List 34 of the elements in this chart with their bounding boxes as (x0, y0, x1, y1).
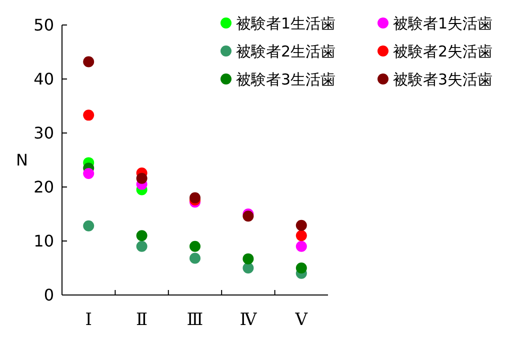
point (296, 220, 307, 231)
point (136, 240, 148, 252)
y-axis-title: N (16, 150, 28, 170)
legend-label: 被験者1失活歯 (393, 14, 493, 32)
point (242, 210, 254, 222)
x-tick-label: Ⅰ (85, 310, 92, 330)
legend-label: 被験者1生活歯 (236, 14, 336, 32)
point (83, 220, 94, 232)
point (296, 240, 307, 252)
y-tick-label: 20 (34, 178, 54, 197)
point (190, 240, 200, 252)
y-tick-label: 10 (34, 232, 54, 251)
point (136, 172, 148, 184)
y-tick-label: 50 (34, 16, 54, 35)
point (296, 262, 307, 274)
point (296, 230, 307, 242)
point (83, 110, 94, 121)
x-tick-label: Ⅲ (186, 310, 204, 330)
point (136, 230, 148, 242)
point (83, 168, 94, 179)
point (83, 56, 94, 68)
x-tick-label: Ⅳ (240, 310, 258, 330)
point (242, 262, 254, 274)
y-tick-label: 40 (34, 70, 54, 89)
point (242, 253, 254, 264)
y-tick-label: 0 (44, 286, 54, 305)
legend-label: 被験者3失活歯 (393, 70, 493, 88)
x-tick-label: Ⅴ (294, 310, 308, 330)
y-tick-label: 30 (34, 124, 54, 143)
legend-label: 被験者2生活歯 (236, 42, 336, 60)
point (190, 252, 200, 264)
legend-label: 被験者3生活歯 (236, 70, 336, 88)
legend-label: 被験者2失活歯 (393, 42, 493, 60)
x-tick-label: Ⅱ (136, 310, 148, 330)
